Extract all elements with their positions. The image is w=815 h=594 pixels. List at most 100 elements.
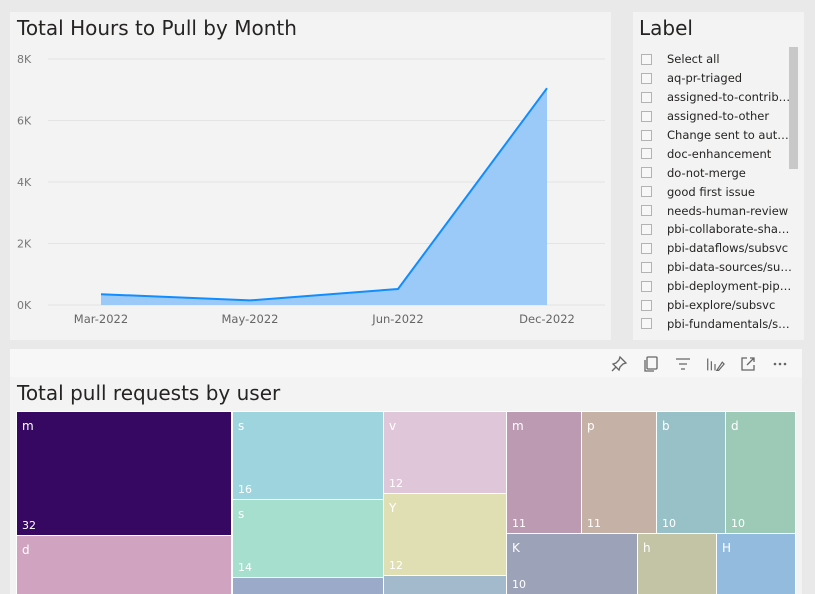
treemap-tile[interactable] [383, 575, 507, 594]
treemap-plot[interactable]: m 32 d s 16 s 14 v 12 Y 12 m 11 p 11 b 10 d 10 K 10 h H [16, 411, 796, 594]
label-slicer[interactable]: Label Select all aq-pr-triaged assigned-to… [633, 12, 804, 340]
treemap-tile[interactable]: s 16 [232, 411, 384, 500]
tile-name: d [22, 543, 30, 557]
focus-mode-icon[interactable] [738, 354, 758, 374]
checkbox[interactable] [641, 110, 652, 122]
tile-name: H [722, 541, 732, 555]
tile-value: 10 [731, 517, 745, 530]
checkbox[interactable] [641, 223, 652, 235]
checkbox[interactable] [641, 129, 652, 141]
treemap-tile[interactable]: p 11 [581, 411, 657, 534]
treemap-tile[interactable]: H [716, 533, 796, 594]
treemap-visual[interactable]: Total pull requests by user m 32 d s 16 s 14 v 1… [10, 349, 802, 594]
format-icon[interactable] [705, 354, 725, 374]
slicer-item-label: aq-pr-triaged [667, 71, 743, 86]
x-tick-label: May-2022 [222, 312, 279, 326]
slicer-item-label: pbi-deployment-pipe... [667, 279, 793, 294]
tile-name: h [643, 541, 651, 555]
slicer-item[interactable]: pbi-data-sources/sub... [641, 258, 793, 277]
slicer-list[interactable]: Select all aq-pr-triaged assigned-to-contr… [641, 50, 793, 340]
y-tick-label: 0K [17, 299, 32, 312]
tile-name: d [731, 419, 739, 433]
slicer-item-label: pbi-dataflows/subsvc [667, 241, 789, 256]
checkbox[interactable] [641, 261, 652, 273]
slicer-item-label: Select all [667, 52, 720, 67]
area-fill [101, 88, 547, 305]
checkbox[interactable] [641, 53, 652, 65]
tile-name: s [238, 507, 245, 521]
checkbox[interactable] [641, 280, 652, 292]
slicer-item[interactable]: needs-human-review [641, 201, 793, 220]
treemap-tile[interactable]: s 14 [232, 499, 384, 578]
checkbox[interactable] [641, 148, 652, 160]
tile-value: 12 [389, 477, 403, 490]
tile-name: p [587, 419, 595, 433]
chart-title: Total Hours to Pull by Month [17, 16, 297, 40]
slicer-item[interactable]: doc-enhancement [641, 144, 793, 163]
tile-name: m [22, 419, 34, 433]
treemap-tile[interactable]: m 32 [16, 411, 232, 536]
tile-name: v [389, 419, 397, 433]
slicer-item[interactable]: pbi-explore/subsvc [641, 296, 793, 315]
slicer-item[interactable]: pbi-fundamentals/su... [641, 314, 793, 333]
treemap-tile[interactable]: K 10 [506, 533, 638, 594]
slicer-item[interactable]: do-not-merge [641, 163, 793, 182]
slicer-item[interactable]: good first issue [641, 182, 793, 201]
tile-name: Y [389, 501, 397, 515]
slicer-item[interactable]: pbi-collaborate-share... [641, 220, 793, 239]
hours-line-chart-visual[interactable]: Total Hours to Pull by Month 0K 2K 4K 6K 8K M… [10, 12, 611, 340]
treemap-tile[interactable]: h [637, 533, 717, 594]
copy-icon[interactable] [641, 354, 661, 374]
tile-value: 11 [587, 517, 601, 530]
treemap-tile[interactable]: d 10 [725, 411, 796, 534]
treemap-tile[interactable] [232, 577, 384, 594]
checkbox[interactable] [641, 186, 652, 198]
y-tick-label: 8K [17, 53, 32, 66]
checkbox[interactable] [641, 299, 652, 311]
slicer-item[interactable]: pbi-deployment-pipe... [641, 277, 793, 296]
treemap-tile[interactable]: d [16, 535, 232, 594]
slicer-item-label: assigned-to-contribu... [667, 90, 793, 105]
slicer-item-label: pbi-explore/subsvc [667, 298, 776, 313]
slicer-item[interactable]: assigned-to-contribu... [641, 88, 793, 107]
slicer-item[interactable]: Select all [641, 50, 793, 69]
tile-value: 10 [662, 517, 676, 530]
treemap-tile[interactable]: b 10 [656, 411, 726, 534]
slicer-scrollbar[interactable] [789, 47, 798, 169]
x-tick-label: Mar-2022 [74, 312, 128, 326]
checkbox[interactable] [641, 205, 652, 217]
slicer-item-label: doc-enhancement [667, 146, 772, 161]
checkbox[interactable] [641, 72, 652, 84]
slicer-item[interactable]: pbi-dataflows/subsvc [641, 239, 793, 258]
slicer-item[interactable]: Change sent to author [641, 126, 793, 145]
slicer-item-label: pbi-fundamentals/su... [667, 316, 793, 331]
area-chart[interactable]: 0K 2K 4K 6K 8K Mar-2022 May-2022 Jun-2022 Dec-20… [10, 12, 611, 340]
series-line[interactable] [100, 87, 548, 302]
checkbox[interactable] [641, 167, 652, 179]
checkbox[interactable] [641, 91, 652, 103]
y-tick-label: 6K [17, 115, 32, 128]
treemap-tile[interactable]: m 11 [506, 411, 582, 534]
slicer-item-label: assigned-to-other [667, 109, 770, 124]
treemap-tile[interactable]: v 12 [383, 411, 507, 494]
tile-name: m [512, 419, 524, 433]
tile-name: K [512, 541, 520, 555]
tile-value: 11 [512, 517, 526, 530]
slicer-item-label: Change sent to author [667, 128, 793, 142]
pin-icon[interactable] [609, 354, 629, 374]
slicer-item[interactable]: assigned-to-other [641, 107, 793, 126]
more-options-icon[interactable] [770, 354, 790, 374]
treemap-tile[interactable]: Y 12 [383, 493, 507, 576]
x-tick-label: Dec-2022 [519, 312, 575, 326]
slicer-item-label: pbi-collaborate-share... [667, 222, 793, 237]
checkbox[interactable] [641, 242, 652, 254]
checkbox[interactable] [641, 318, 652, 330]
slicer-item-label: needs-human-review [667, 203, 789, 218]
slicer-item[interactable]: aq-pr-triaged [641, 69, 793, 88]
tile-value: 12 [389, 559, 403, 572]
tile-value: 32 [22, 519, 36, 532]
y-tick-label: 4K [17, 176, 32, 189]
y-tick-label: 2K [17, 238, 32, 251]
filter-icon[interactable] [673, 354, 693, 374]
slicer-item-label: good first issue [667, 184, 755, 199]
